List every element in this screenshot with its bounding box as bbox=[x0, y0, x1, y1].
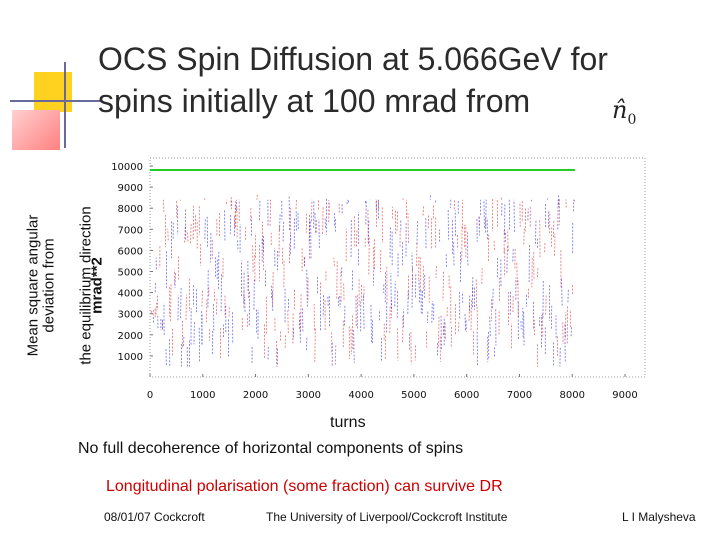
y-tick-label: 1000 bbox=[118, 352, 143, 363]
n-hat-letter: n̂ bbox=[612, 96, 628, 124]
spin-diffusion-chart: 0 1000 2000 3000 4000 5000 6000 7000 8000 9000 100… bbox=[111, 157, 646, 401]
deco-vertical-line bbox=[64, 62, 66, 148]
x-tick-label: 6000 bbox=[454, 390, 479, 401]
y-tick-label: 3000 bbox=[118, 310, 143, 321]
footer-institution: The University of Liverpool/Cockcroft In… bbox=[266, 510, 508, 524]
y-tick-label: 4000 bbox=[118, 289, 143, 300]
x-tick-label: 2000 bbox=[243, 390, 268, 401]
x-tick-label: 0 bbox=[147, 390, 153, 401]
x-tick-label: 8000 bbox=[559, 390, 584, 401]
title-line-1: OCS Spin Diffusion at 5.066GeV for bbox=[98, 41, 608, 77]
x-tick-label: 3000 bbox=[296, 390, 321, 401]
note-decoherence: No full decoherence of horizontal compon… bbox=[78, 440, 464, 457]
y-tick-label: 2000 bbox=[118, 331, 143, 342]
deco-pink-square bbox=[12, 110, 60, 150]
x-tick-label: 7000 bbox=[507, 390, 532, 401]
y-tick-label: 10000 bbox=[111, 162, 143, 173]
x-tick-label: 5000 bbox=[401, 390, 426, 401]
n-hat-subscript: 0 bbox=[627, 111, 637, 128]
y-tick-label: 5000 bbox=[118, 268, 143, 279]
y-tick-label: 8000 bbox=[118, 204, 143, 215]
y-tick-label: 6000 bbox=[118, 246, 143, 257]
title-line-2: spins initially at 100 mrad from bbox=[98, 83, 531, 119]
y-tick-label: 9000 bbox=[118, 183, 143, 194]
slide-title: OCS Spin Diffusion at 5.066GeV for spins… bbox=[98, 38, 698, 122]
x-axis-label: turns bbox=[330, 414, 366, 431]
deco-horizontal-line bbox=[10, 100, 100, 102]
note-longitudinal: Longitudinal polarisation (some fraction… bbox=[106, 478, 503, 495]
n-hat-symbol: n̂0 bbox=[612, 96, 636, 128]
x-tick-label: 9000 bbox=[612, 390, 637, 401]
x-tick-label: 1000 bbox=[190, 390, 215, 401]
x-tick-label: 4000 bbox=[348, 390, 373, 401]
footer-date: 08/01/07 Cockcroft bbox=[104, 510, 205, 524]
footer-author: L I Malysheva bbox=[622, 510, 696, 524]
y-tick-label: 7000 bbox=[118, 225, 143, 236]
